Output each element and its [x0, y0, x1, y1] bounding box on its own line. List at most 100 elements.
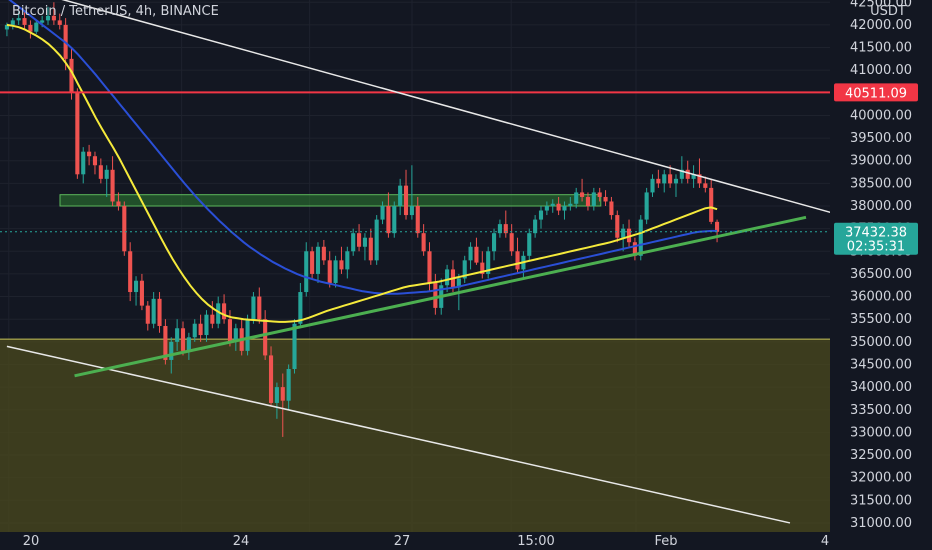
time-axis[interactable]: 20 24 27 15:00 Feb 4	[23, 534, 829, 549]
candle-up	[16, 18, 21, 21]
price-tick-label: 36500.00	[850, 267, 912, 282]
candle-up	[380, 206, 385, 220]
candle-up	[568, 203, 573, 207]
candle-up	[216, 303, 221, 324]
candle-up	[292, 323, 297, 370]
candle-down	[509, 233, 514, 252]
candle-down	[139, 280, 144, 306]
candle-up	[445, 269, 450, 286]
time-tick-label: 27	[394, 534, 411, 549]
candle-up	[662, 174, 667, 184]
candle-up	[679, 169, 684, 179]
price-tick-label: 33500.00	[850, 403, 912, 418]
candle-up	[468, 246, 473, 261]
price-tick-label: 42500.00	[850, 0, 912, 10]
candle-up	[233, 328, 238, 342]
price-tick-label: 41000.00	[850, 63, 912, 78]
candle-down	[22, 18, 27, 25]
price-tick-label: 42000.00	[850, 18, 912, 33]
time-tick-label: 4	[821, 534, 829, 549]
candle-up	[527, 233, 532, 256]
candle-down	[116, 201, 121, 207]
candle-down	[603, 196, 608, 202]
price-tick-label: 39000.00	[850, 154, 912, 169]
time-tick-label: 20	[23, 534, 40, 549]
candle-up	[298, 292, 303, 324]
candle-up	[409, 206, 414, 216]
candle-down	[709, 187, 714, 222]
candle-down	[198, 323, 203, 336]
candle-up	[175, 328, 180, 342]
candle-down	[98, 165, 103, 179]
zones	[0, 194, 830, 532]
candle-down	[268, 355, 274, 403]
bar-countdown-label: 02:35:31	[847, 240, 905, 255]
candle-down	[69, 58, 74, 93]
candle-up	[673, 178, 679, 184]
price-tick-label: 31000.00	[850, 516, 912, 531]
candle-down	[668, 174, 673, 184]
candle-up	[456, 278, 461, 288]
candle-up	[491, 233, 497, 252]
candle-down	[503, 224, 508, 234]
candle-up	[10, 20, 15, 25]
candle-down	[433, 282, 438, 308]
candle-down	[632, 242, 637, 256]
candle-down	[222, 303, 227, 320]
candle-up	[34, 22, 39, 32]
price-tick-label: 38500.00	[850, 176, 912, 191]
candle-up	[274, 387, 279, 403]
candle-down	[51, 15, 56, 21]
lower-trend-line	[6, 345, 791, 524]
candle-down	[122, 206, 127, 252]
candle-down	[92, 156, 98, 166]
candle-up	[40, 20, 45, 23]
candle-down	[703, 183, 708, 188]
price-tick-label: 39500.00	[850, 131, 912, 146]
candle-down	[263, 319, 268, 356]
candle-down	[626, 228, 632, 243]
candle-up	[574, 192, 579, 204]
candle-up	[691, 174, 696, 179]
price-tick-label: 32000.00	[850, 471, 912, 486]
candle-up	[650, 178, 655, 193]
upper-trend-line	[61, 0, 833, 214]
candle-up	[638, 219, 643, 256]
candle-down	[585, 196, 591, 207]
candle-down	[474, 246, 479, 263]
candle-down	[310, 251, 315, 274]
candle-down	[339, 260, 344, 270]
price-tick-label: 34000.00	[850, 380, 912, 395]
last-price-tag	[834, 222, 918, 255]
price-tick-label: 38000.00	[850, 199, 912, 214]
candle-down	[597, 192, 602, 197]
candle-up	[333, 260, 338, 283]
candle-up	[345, 251, 350, 270]
price-axis[interactable]: 31000.00 31500.00 32000.00 32500.00 33000.00…	[830, 0, 932, 550]
candle-down	[421, 233, 426, 252]
candle-down	[163, 325, 168, 360]
candle-down	[28, 24, 33, 32]
candle-down	[257, 296, 262, 320]
price-tick-label: 32500.00	[850, 448, 912, 463]
resistance-price-tag	[834, 83, 918, 102]
candle-down	[57, 20, 62, 25]
candle-up	[533, 219, 538, 234]
candle-down	[110, 169, 115, 202]
resistance-zone	[59, 194, 602, 207]
price-tick-label: 35500.00	[850, 312, 912, 327]
price-tick-label: 34500.00	[850, 357, 912, 372]
candle-down	[580, 192, 585, 197]
price-tick-label: 31500.00	[850, 493, 912, 508]
candle-up	[315, 246, 321, 274]
candle-down	[685, 169, 690, 179]
candle-down	[615, 215, 620, 238]
price-tick-label: 36000.00	[850, 290, 912, 305]
candle-down	[145, 305, 150, 324]
candle-up	[104, 169, 109, 179]
last-price-label: 37432.38	[845, 226, 907, 241]
candle-up	[398, 185, 403, 207]
candle-up	[81, 151, 86, 175]
price-axis-currency: USDT	[870, 4, 906, 19]
